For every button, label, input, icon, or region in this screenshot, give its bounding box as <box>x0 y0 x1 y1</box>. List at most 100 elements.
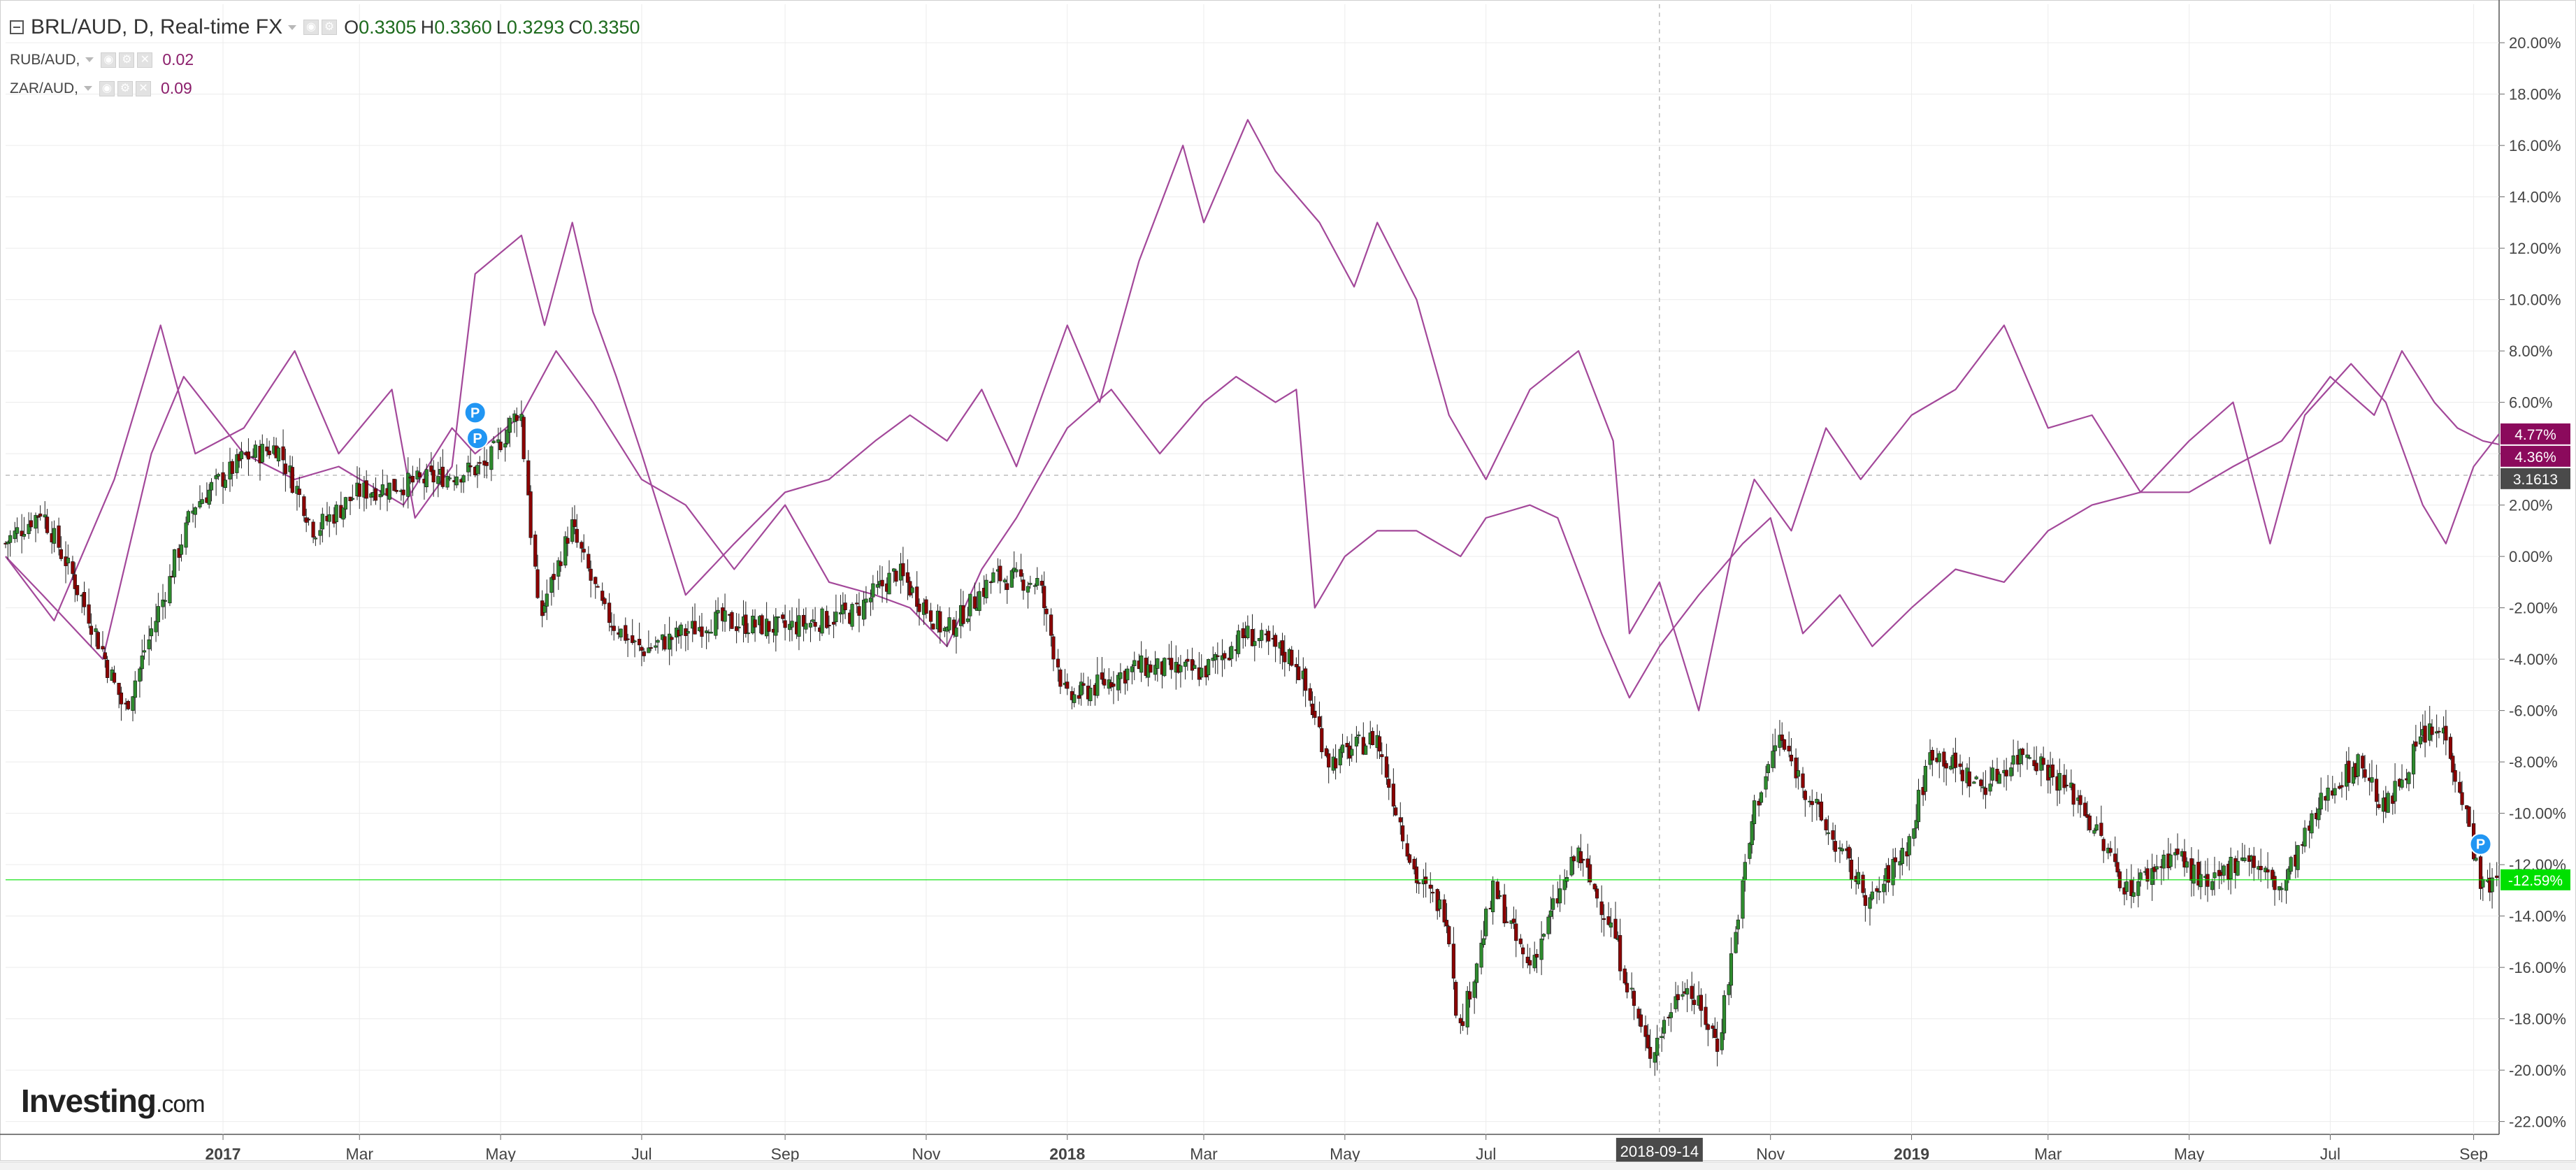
candle-down <box>2113 853 2117 862</box>
candle-down <box>917 603 921 612</box>
candle-up <box>808 623 813 628</box>
candle-up <box>1207 659 1211 676</box>
candle-up <box>2094 824 2099 831</box>
x-tick-label: Mar <box>345 1145 373 1163</box>
candle-down <box>1646 1034 1650 1048</box>
candle-up <box>1660 1036 1664 1039</box>
price-badge <box>2501 423 2570 445</box>
candle-down <box>972 596 977 609</box>
candle-down <box>1412 858 1416 869</box>
candle-down <box>410 476 415 483</box>
candle-down <box>1407 854 1412 863</box>
logo-suffix: .com <box>155 1091 206 1118</box>
candle-down <box>938 611 942 633</box>
y-tick-label: -22.00% <box>2509 1113 2566 1131</box>
candle-up <box>1179 665 1183 672</box>
candle-down <box>1676 994 1680 1000</box>
compare-symbol-rub[interactable]: RUB/AUD, <box>10 51 80 68</box>
candle-down <box>1250 629 1255 647</box>
series-menu-chevron-icon[interactable] <box>288 24 297 30</box>
collapse-legend-button[interactable] <box>10 20 24 34</box>
candle-down <box>73 574 77 589</box>
visibility-eye-icon[interactable]: ◉ <box>303 20 319 35</box>
candle-down <box>1417 882 1421 884</box>
candle-down <box>57 525 61 548</box>
candle-up <box>1685 988 1690 995</box>
candle-up <box>1532 955 1537 969</box>
candle-up <box>276 447 281 462</box>
x-tick-label: Jul <box>1476 1145 1496 1163</box>
candle-up <box>1253 641 1257 647</box>
candle-up <box>797 615 801 637</box>
compare-symbol-zar[interactable]: ZAR/AUD, <box>10 80 79 96</box>
candle-down <box>1953 752 1958 768</box>
candle-up <box>436 476 440 484</box>
remove-close-icon[interactable]: ✕ <box>136 80 152 96</box>
bottom-scroll-strip[interactable] <box>0 1162 2576 1170</box>
candle-down <box>2115 862 2120 873</box>
settings-gear-icon[interactable]: ⚙ <box>322 20 338 35</box>
candle-up <box>2057 773 2061 790</box>
candle-down <box>82 592 87 607</box>
candle-up <box>850 604 854 627</box>
candle-down <box>612 626 616 631</box>
candle-down <box>1944 763 1948 769</box>
candle-down <box>600 591 605 601</box>
candle-up <box>991 572 995 583</box>
candle-down <box>521 417 526 459</box>
candle-down <box>2071 783 2075 805</box>
candle-up <box>549 577 554 593</box>
candle-down <box>1380 754 1384 758</box>
candle-down <box>2495 875 2499 879</box>
candle-up <box>1474 963 1479 983</box>
candle-up <box>1032 585 1037 587</box>
candle-down <box>649 647 653 649</box>
y-tick-label: 14.00% <box>2509 189 2561 206</box>
candle-up <box>1720 1032 1724 1050</box>
candle-up <box>1548 910 1553 917</box>
candle-up <box>142 650 147 653</box>
candle-up <box>1629 988 1634 990</box>
compare-menu-chevron-icon[interactable] <box>84 86 93 91</box>
candle-up <box>1655 1037 1660 1056</box>
candle-down <box>1599 901 1604 916</box>
candle-up <box>179 544 184 555</box>
candle-down <box>311 521 315 537</box>
candle-down <box>801 614 806 627</box>
candle-up <box>1923 765 1927 792</box>
candle-up <box>1609 922 1613 928</box>
candle-up <box>2481 879 2485 888</box>
candle-down <box>2083 802 2087 816</box>
y-tick-label: -16.00% <box>2509 959 2566 976</box>
candle-down <box>1005 583 1009 591</box>
settings-gear-icon[interactable]: ⚙ <box>119 52 135 68</box>
candle-up <box>1840 848 1844 852</box>
candle-up <box>343 497 348 510</box>
visibility-eye-icon[interactable]: ◉ <box>99 80 115 96</box>
candle-up <box>2161 854 2166 869</box>
candle-up <box>2411 744 2416 774</box>
x-tick-label: Nov <box>912 1145 940 1163</box>
candle-up <box>2284 879 2289 891</box>
candle-down <box>2175 848 2180 855</box>
candle-up <box>350 498 354 500</box>
candle-up <box>209 482 214 491</box>
candle-up <box>1773 745 1777 751</box>
candle-down <box>1304 668 1308 691</box>
remove-close-icon[interactable]: ✕ <box>137 52 153 68</box>
compare-menu-chevron-icon[interactable] <box>85 57 94 62</box>
candle-down <box>1527 960 1532 966</box>
candle-down <box>1454 981 1458 1016</box>
candle-up <box>542 605 547 613</box>
candle-down <box>1377 736 1382 752</box>
candle-up <box>1028 583 1032 585</box>
candle-down <box>1711 1025 1715 1029</box>
candle-up <box>320 514 324 530</box>
candle-up <box>1741 880 1745 919</box>
visibility-eye-icon[interactable]: ◉ <box>101 52 117 68</box>
settings-gear-icon[interactable]: ⚙ <box>117 80 134 96</box>
candle-down <box>1715 1039 1720 1052</box>
candle-up <box>2222 865 2226 876</box>
main-series-title[interactable]: BRL/AUD, D, Real-time FX <box>31 15 283 38</box>
